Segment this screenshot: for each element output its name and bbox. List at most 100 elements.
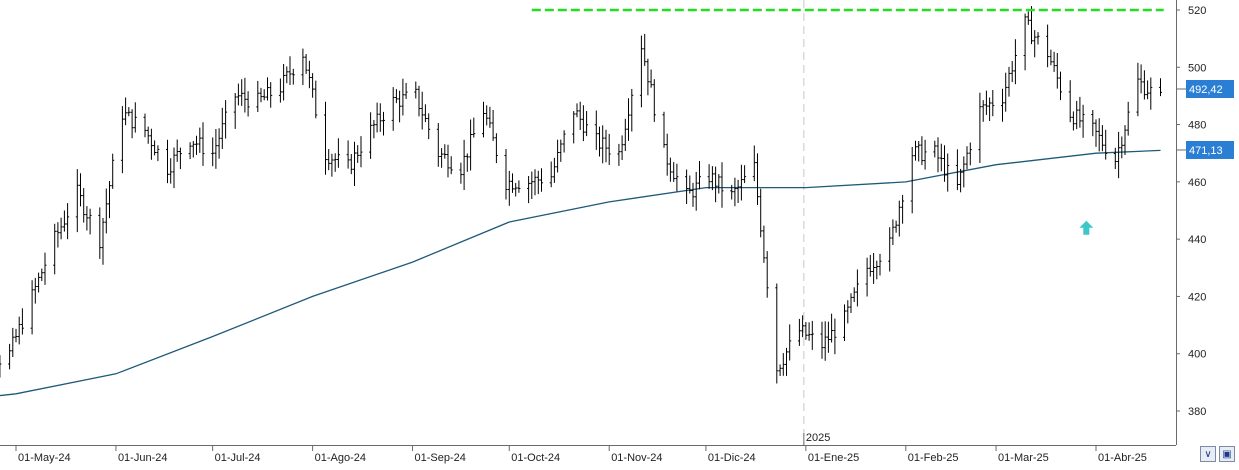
price-bar (356, 145, 360, 163)
price-bar (556, 139, 560, 173)
price-bar (685, 169, 689, 204)
x-tick-label: 01-Jun-24 (118, 452, 168, 464)
price-bar (801, 315, 805, 338)
price-bar (533, 169, 537, 196)
price-bar (888, 227, 892, 272)
price-bar (1001, 88, 1004, 122)
price-bar (224, 100, 228, 139)
x-tick-label: 01-Ene-25 (808, 452, 859, 464)
overlay-group (531, 8, 1164, 235)
price-bar (394, 89, 398, 104)
price-bar (765, 251, 769, 298)
price-bar (243, 77, 247, 113)
price-bar (311, 73, 315, 98)
price-bar (578, 101, 582, 130)
price-bar (127, 107, 131, 117)
collapse-icon[interactable]: ∨ (1200, 446, 1216, 462)
price-bar (304, 54, 308, 74)
price-bar (246, 91, 250, 117)
price-bar (191, 141, 195, 158)
price-bars-group (0, 6, 1162, 384)
price-bar (259, 87, 263, 103)
price-bar (1136, 62, 1140, 117)
price-bar (33, 277, 37, 304)
price-bar (572, 111, 576, 144)
price-bar (349, 154, 353, 175)
price-bar (675, 163, 679, 192)
price-bar (420, 91, 424, 130)
price-bar (143, 113, 147, 138)
price-bar (855, 269, 859, 307)
save-icon[interactable]: ▣ (1219, 446, 1235, 462)
price-bar (195, 135, 198, 155)
price-bar (1071, 111, 1075, 131)
price-bar (17, 316, 21, 345)
price-bar (536, 170, 540, 195)
price-bar (694, 171, 698, 211)
price-bar (459, 162, 463, 184)
price-bar (359, 136, 363, 168)
price-bar (1146, 80, 1150, 100)
price-bar (807, 322, 811, 341)
x-tick-label: 01-Abr-25 (1098, 452, 1147, 464)
price-bar (1052, 51, 1056, 72)
price-bar (1068, 80, 1072, 123)
price-bar (198, 127, 202, 153)
price-bar (826, 321, 830, 353)
last-price-badge-bg (1186, 79, 1234, 98)
price-bar (507, 170, 511, 206)
price-bar (849, 293, 853, 313)
price-bar (1120, 136, 1124, 159)
price-bar (398, 90, 402, 123)
moving-average-badge: 471,13 (1189, 145, 1223, 157)
y-tick-label: 520 (1188, 5, 1206, 17)
price-bar (762, 225, 766, 263)
price-bar (472, 117, 476, 138)
price-bar (652, 79, 656, 122)
price-bar (214, 129, 218, 169)
price-bar (1104, 129, 1108, 160)
moving-average-badge-bg (1186, 140, 1234, 159)
price-bar (646, 58, 650, 96)
price-bar (85, 206, 89, 231)
price-bar (785, 347, 788, 376)
price-bar (843, 304, 846, 341)
price-bar (307, 60, 311, 89)
price-bar (707, 164, 711, 189)
price-bar (527, 176, 531, 204)
price-bar (804, 322, 808, 340)
price-bar (372, 120, 376, 139)
price-bar (201, 122, 205, 166)
price-bar (211, 137, 215, 167)
up-arrow-icon (1079, 220, 1094, 235)
price-bar (465, 153, 469, 172)
price-bar (0, 355, 2, 378)
price-bar (1100, 125, 1104, 152)
price-bar (98, 207, 102, 259)
price-bar (630, 89, 634, 132)
price-bar (736, 179, 740, 203)
price-bar (691, 182, 695, 207)
x-tick-label: 01-Oct-24 (511, 452, 560, 464)
price-bar (688, 175, 692, 194)
x-tick-label: 01-Nov-24 (611, 452, 662, 464)
price-bar (427, 113, 431, 140)
price-bar (665, 133, 669, 176)
price-bar (1117, 131, 1121, 179)
price-bar (330, 153, 334, 177)
moving-average-group (0, 149, 1161, 397)
price-bar (333, 153, 337, 172)
price-bar (594, 110, 598, 150)
price-bar (662, 111, 666, 148)
price-bar (988, 97, 992, 121)
price-bar (404, 82, 408, 99)
price-bar (1159, 78, 1162, 97)
price-bar (1149, 77, 1153, 110)
price-bar (846, 300, 850, 324)
price-bar (672, 162, 676, 182)
price-bar (166, 139, 169, 184)
price-bar (1059, 71, 1062, 101)
price-bar (256, 80, 260, 112)
price-bar (266, 77, 269, 101)
y-tick-label: 440 (1188, 234, 1206, 246)
